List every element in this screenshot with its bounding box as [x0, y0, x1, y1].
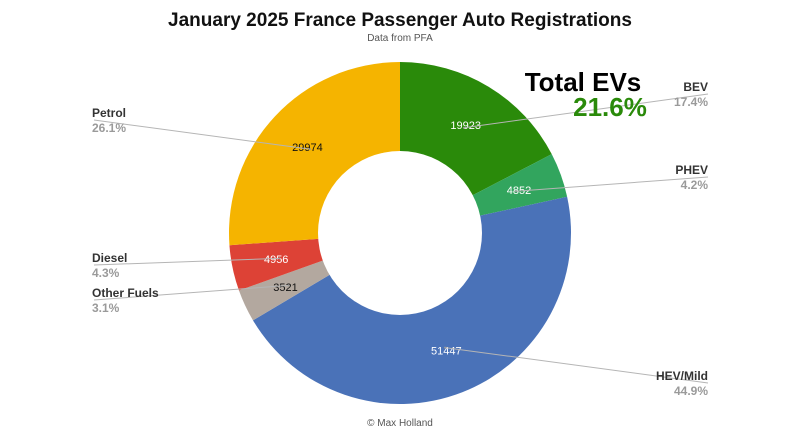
donut-hole	[318, 151, 482, 315]
category-percent-other-fuels: 3.1%	[92, 301, 120, 315]
leader-line-other-fuels	[93, 284, 289, 301]
category-percent-diesel: 4.3%	[92, 266, 120, 280]
category-percent-phev: 4.2%	[681, 178, 709, 192]
chart-subtitle: Data from PFA	[367, 33, 433, 44]
category-name-diesel: Diesel	[92, 251, 127, 265]
total-evs-value: 21.6%	[573, 92, 647, 122]
category-percent-hev-mild: 44.9%	[674, 384, 708, 398]
leader-dot-bev	[462, 126, 465, 129]
leader-line-petrol	[93, 119, 310, 150]
slice-value-other-fuels: 3521	[273, 282, 297, 294]
category-name-phev: PHEV	[675, 163, 708, 177]
leader-line-bev	[463, 93, 709, 129]
credit-text: © Max Holland	[367, 418, 433, 429]
leader-line-phev	[515, 176, 709, 192]
slice-value-bev: 19923	[450, 120, 481, 132]
category-name-hev-mild: HEV/Mild	[656, 369, 708, 383]
leader-line-hev-mild	[444, 347, 709, 384]
slice-value-petrol: 29974	[292, 142, 323, 154]
leader-dot-other-fuels	[287, 284, 290, 287]
labels-group: 19923BEV17.4%4852PHEV4.2%51447HEV/Mild44…	[92, 80, 708, 398]
chart-title: January 2025 France Passenger Auto Regis…	[168, 10, 632, 31]
leader-dot-phev	[514, 190, 517, 193]
leader-dot-petrol	[308, 148, 311, 151]
leader-line-diesel	[93, 257, 280, 266]
leader-dot-hev-mild	[444, 346, 447, 349]
category-name-bev: BEV	[683, 80, 708, 94]
total-evs-label: Total EVs	[525, 67, 642, 97]
category-percent-bev: 17.4%	[674, 95, 708, 109]
category-percent-petrol: 26.1%	[92, 121, 126, 135]
slice-value-diesel: 4956	[264, 254, 288, 266]
leader-dot-diesel	[278, 257, 281, 260]
category-name-petrol: Petrol	[92, 106, 126, 120]
category-name-other-fuels: Other Fuels	[92, 286, 159, 300]
